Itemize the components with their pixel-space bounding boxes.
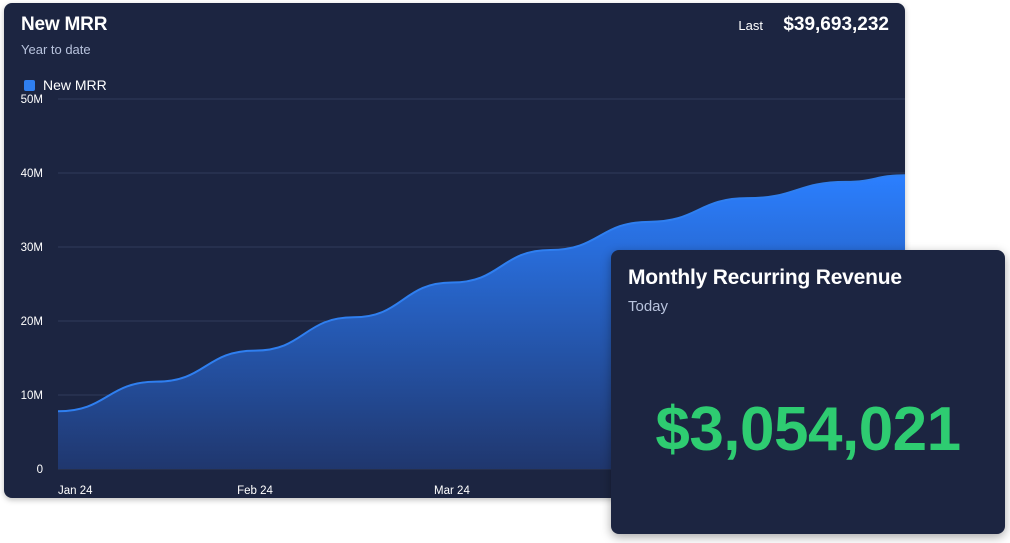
- legend-swatch: [24, 79, 35, 91]
- y-tick-label: 30M: [21, 242, 43, 254]
- x-tick-label: Feb 24: [237, 485, 273, 497]
- y-tick-label: 20M: [21, 316, 43, 328]
- legend-label: New MRR: [43, 77, 107, 93]
- x-tick-label: Mar 24: [434, 485, 470, 497]
- last-label: Last: [738, 18, 763, 33]
- last-value: $39,693,232: [783, 14, 889, 35]
- chart-title: New MRR: [21, 14, 108, 35]
- chart-legend[interactable]: New MRR: [24, 77, 107, 93]
- chart-subtitle: Year to date: [21, 42, 91, 57]
- y-tick-label: 10M: [21, 390, 43, 402]
- y-tick-label: 50M: [21, 94, 43, 106]
- series-line: [57, 174, 905, 413]
- mrr-kpi-card: Monthly Recurring Revenue Today $3,054,0…: [611, 250, 1005, 534]
- y-tick-label: 0: [37, 464, 43, 476]
- x-tick-label: Jan 24: [58, 485, 93, 497]
- kpi-title: Monthly Recurring Revenue: [628, 266, 902, 289]
- kpi-value: $3,054,021: [655, 395, 961, 464]
- kpi-subtitle: Today: [628, 298, 669, 315]
- y-tick-label: 40M: [21, 168, 43, 180]
